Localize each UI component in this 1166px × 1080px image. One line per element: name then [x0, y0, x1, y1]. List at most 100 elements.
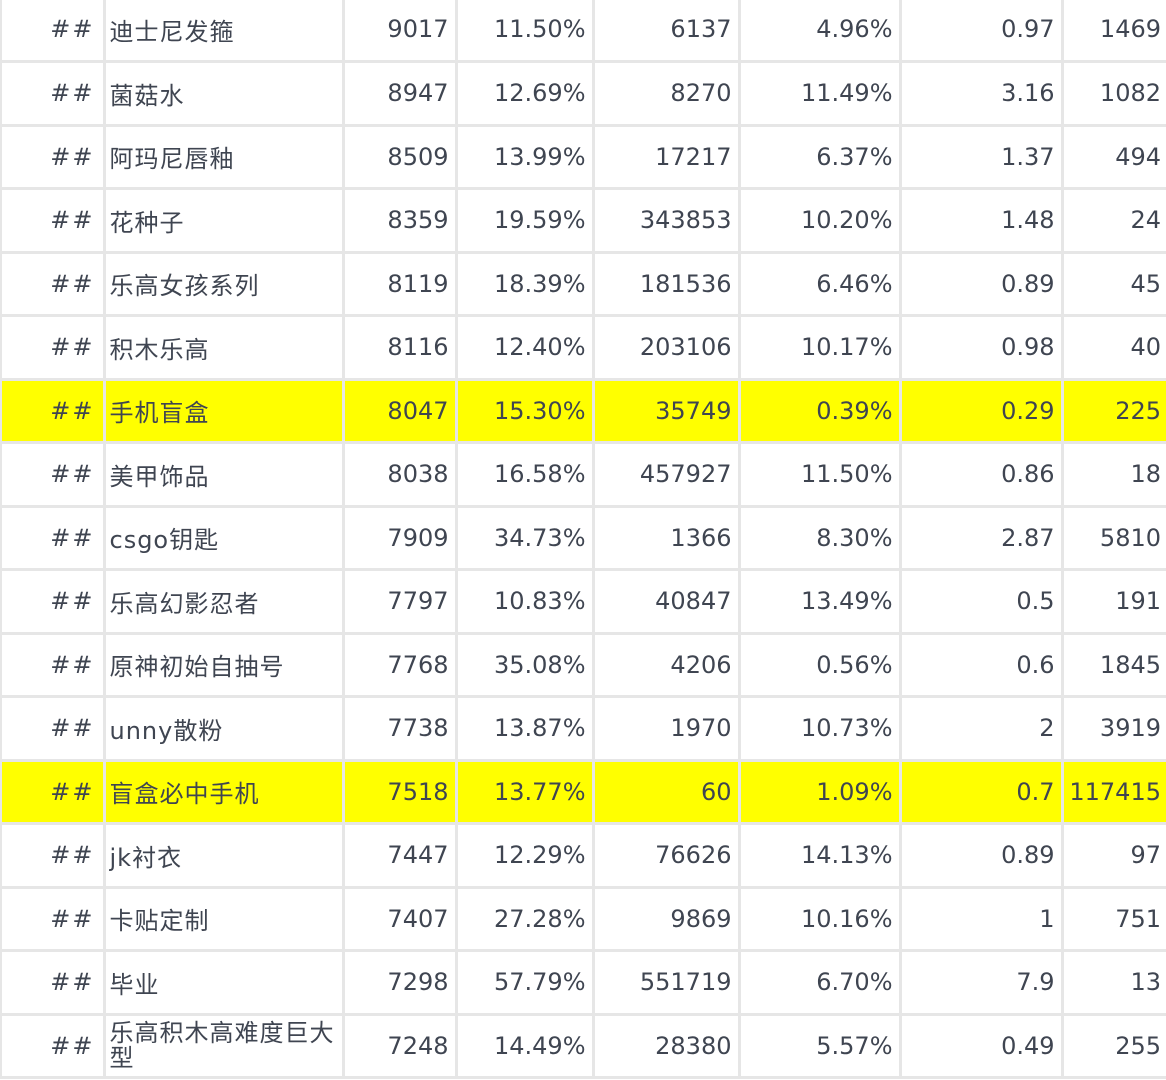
- value-cell-1: 8119: [341, 252, 456, 317]
- keyword-cell: csgo钥匙: [102, 506, 343, 571]
- percent-cell-4: 0.39%: [737, 379, 900, 444]
- ratio-cell-5: 0.6: [898, 633, 1062, 698]
- value-cell-3: 4206: [591, 633, 739, 698]
- value-cell-1: 7797: [341, 569, 456, 635]
- value-cell-6: 191: [1060, 569, 1166, 635]
- percent-cell-4: 0.56%: [737, 633, 900, 698]
- table-row: ## 积木乐高 8116 12.40% 203106 10.17% 0.98 40: [0, 315, 1166, 381]
- row-marker: ##: [0, 0, 104, 63]
- percent-cell-4: 4.96%: [737, 0, 900, 63]
- table-row-highlighted: ## 手机盲盒 8047 15.30% 35749 0.39% 0.29 225: [0, 379, 1166, 444]
- value-cell-3: 8270: [591, 61, 739, 127]
- value-cell-1: 7298: [341, 950, 456, 1016]
- value-cell-1: 7909: [341, 506, 456, 571]
- ratio-cell-5: 2: [898, 696, 1062, 762]
- keyword-cell: 毕业: [102, 950, 343, 1016]
- value-cell-3: 1366: [591, 506, 739, 571]
- row-marker: ##: [0, 569, 104, 635]
- value-cell-3: 551719: [591, 950, 739, 1016]
- percent-cell-2: 10.83%: [454, 569, 593, 635]
- value-cell-1: 7248: [341, 1014, 456, 1079]
- value-cell-1: 7518: [341, 760, 456, 825]
- value-cell-6: 117415: [1060, 760, 1166, 825]
- value-cell-3: 76626: [591, 823, 739, 889]
- keyword-cell: jk衬衣: [102, 823, 343, 889]
- percent-cell-4: 6.70%: [737, 950, 900, 1016]
- row-marker: ##: [0, 506, 104, 571]
- keyword-cell: 美甲饰品: [102, 442, 343, 508]
- percent-cell-4: 6.37%: [737, 125, 900, 190]
- value-cell-6: 255: [1060, 1014, 1166, 1079]
- percent-cell-2: 27.28%: [454, 887, 593, 952]
- value-cell-3: 40847: [591, 569, 739, 635]
- percent-cell-4: 10.73%: [737, 696, 900, 762]
- value-cell-6: 225: [1060, 379, 1166, 444]
- table-row: ## csgo钥匙 7909 34.73% 1366 8.30% 2.87 5810: [0, 506, 1166, 571]
- percent-cell-4: 11.49%: [737, 61, 900, 127]
- value-cell-1: 8038: [341, 442, 456, 508]
- table-row: ## 乐高积木高难度巨大型 7248 14.49% 28380 5.57% 0.49 255: [0, 1014, 1166, 1079]
- percent-cell-2: 14.49%: [454, 1014, 593, 1079]
- row-marker: ##: [0, 315, 104, 381]
- value-cell-3: 203106: [591, 315, 739, 381]
- percent-cell-2: 57.79%: [454, 950, 593, 1016]
- table-row: ## 原神初始自抽号 7768 35.08% 4206 0.56% 0.6 1845: [0, 633, 1166, 698]
- value-cell-6: 494: [1060, 125, 1166, 190]
- value-cell-1: 9017: [341, 0, 456, 63]
- percent-cell-4: 10.16%: [737, 887, 900, 952]
- value-cell-3: 457927: [591, 442, 739, 508]
- table-row: ## 花种子 8359 19.59% 343853 10.20% 1.48 24: [0, 188, 1166, 254]
- keyword-cell: 手机盲盒: [102, 379, 343, 444]
- value-cell-1: 7407: [341, 887, 456, 952]
- value-cell-3: 343853: [591, 188, 739, 254]
- ratio-cell-5: 3.16: [898, 61, 1062, 127]
- table-row-highlighted: ## 盲盒必中手机 7518 13.77% 60 1.09% 0.7 117415: [0, 760, 1166, 825]
- row-marker: ##: [0, 125, 104, 190]
- value-cell-3: 28380: [591, 1014, 739, 1079]
- percent-cell-4: 1.09%: [737, 760, 900, 825]
- percent-cell-4: 10.20%: [737, 188, 900, 254]
- row-marker: ##: [0, 887, 104, 952]
- value-cell-1: 7768: [341, 633, 456, 698]
- table-row: ## 卡贴定制 7407 27.28% 9869 10.16% 1 751: [0, 887, 1166, 952]
- value-cell-6: 40: [1060, 315, 1166, 381]
- percent-cell-2: 16.58%: [454, 442, 593, 508]
- percent-cell-4: 13.49%: [737, 569, 900, 635]
- ratio-cell-5: 0.86: [898, 442, 1062, 508]
- ratio-cell-5: 0.89: [898, 252, 1062, 317]
- ratio-cell-5: 0.89: [898, 823, 1062, 889]
- row-marker: ##: [0, 442, 104, 508]
- value-cell-6: 45: [1060, 252, 1166, 317]
- keyword-cell: 乐高幻影忍者: [102, 569, 343, 635]
- percent-cell-2: 12.29%: [454, 823, 593, 889]
- table-row: ## 迪士尼发箍 9017 11.50% 6137 4.96% 0.97 1469: [0, 0, 1166, 63]
- value-cell-6: 3919: [1060, 696, 1166, 762]
- keyword-cell: 迪士尼发箍: [102, 0, 343, 63]
- value-cell-1: 8509: [341, 125, 456, 190]
- value-cell-6: 1082: [1060, 61, 1166, 127]
- row-marker: ##: [0, 823, 104, 889]
- value-cell-3: 181536: [591, 252, 739, 317]
- ratio-cell-5: 0.29: [898, 379, 1062, 444]
- percent-cell-2: 12.40%: [454, 315, 593, 381]
- keyword-cell: 阿玛尼唇釉: [102, 125, 343, 190]
- value-cell-6: 751: [1060, 887, 1166, 952]
- value-cell-6: 97: [1060, 823, 1166, 889]
- percent-cell-4: 5.57%: [737, 1014, 900, 1079]
- keyword-cell: 积木乐高: [102, 315, 343, 381]
- percent-cell-2: 19.59%: [454, 188, 593, 254]
- value-cell-1: 8047: [341, 379, 456, 444]
- table-row: ## 毕业 7298 57.79% 551719 6.70% 7.9 13: [0, 950, 1166, 1016]
- row-marker: ##: [0, 696, 104, 762]
- ratio-cell-5: 0.5: [898, 569, 1062, 635]
- ratio-cell-5: 1.48: [898, 188, 1062, 254]
- value-cell-6: 5810: [1060, 506, 1166, 571]
- table-row: ## 阿玛尼唇釉 8509 13.99% 17217 6.37% 1.37 494: [0, 125, 1166, 190]
- table-row: ## 美甲饰品 8038 16.58% 457927 11.50% 0.86 18: [0, 442, 1166, 508]
- row-marker: ##: [0, 252, 104, 317]
- table-row: ## 乐高幻影忍者 7797 10.83% 40847 13.49% 0.5 191: [0, 569, 1166, 635]
- row-marker: ##: [0, 379, 104, 444]
- table-row: ## unny散粉 7738 13.87% 1970 10.73% 2 3919: [0, 696, 1166, 762]
- percent-cell-2: 13.87%: [454, 696, 593, 762]
